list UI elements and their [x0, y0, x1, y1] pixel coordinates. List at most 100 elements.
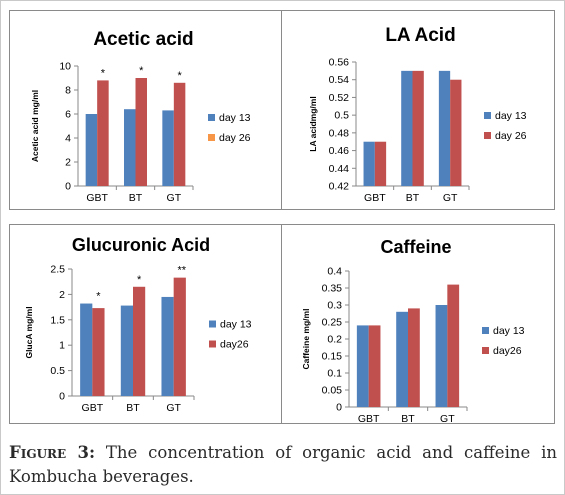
y-tick-label: 2	[59, 289, 65, 301]
y-tick-label: 10	[59, 61, 71, 73]
significance-marker: *	[177, 70, 182, 82]
bar-bt-series-2	[133, 286, 146, 396]
chart-panel-caffeine: Caffeine Caffeine mg/ml 0 0.05 0.1 0.15 0.2 0.2…	[281, 224, 555, 424]
bar-gt-series-2	[173, 277, 186, 396]
chart-panel-glucuronic-acid: Glucuronic Acid GlucA mg/ml 0 0.5 1 1.5 2 2.5 GB…	[9, 224, 283, 424]
x-tick-label: GT	[440, 413, 455, 424]
x-tick-label: GBT	[364, 192, 386, 204]
legend-swatch	[484, 132, 491, 139]
bar-gbt-series-2	[92, 308, 105, 396]
bar-bt-series-1	[396, 311, 408, 407]
legend-label: day26	[220, 339, 249, 351]
y-axis-label: LA acidmg/ml	[308, 96, 318, 151]
significance-marker: *	[96, 291, 101, 303]
legend-label: day 26	[495, 130, 527, 142]
y-tick-label: 0.05	[322, 385, 343, 397]
y-tick-label: 4	[65, 133, 71, 145]
bar-gt-series-2	[450, 79, 462, 186]
caffeine-chart: Caffeine Caffeine mg/ml 0 0.05 0.1 0.15 0.2 0.2…	[301, 237, 525, 424]
y-tick-label: 0	[336, 402, 342, 414]
legend-swatch	[482, 347, 489, 354]
legend-swatch	[484, 112, 491, 119]
x-tick-label: GT	[166, 402, 181, 414]
bar-gbt-series-2	[97, 80, 109, 186]
x-tick-label: GBT	[86, 192, 108, 204]
chart-panel-acetic-acid: Acetic acid Acetic acid mg/ml 0 2 4 6 8 10 GBT * B…	[9, 10, 283, 210]
y-tick-label: 0.2	[327, 334, 342, 346]
bar-bt-series-1	[120, 305, 133, 396]
chart-title: Caffeine	[380, 237, 451, 257]
y-tick-label: 2.5	[50, 264, 65, 276]
y-tick-label: 8	[65, 85, 71, 97]
y-tick-label: 1	[59, 340, 65, 352]
y-tick-label: 6	[65, 109, 71, 121]
x-tick-label: BT	[126, 402, 140, 414]
caption-label: Figure 3:	[9, 443, 96, 462]
significance-marker: **	[177, 265, 186, 277]
bar-gt-series-2	[173, 82, 186, 186]
legend-swatch	[209, 340, 216, 348]
legend-label: day 26	[219, 132, 251, 144]
y-tick-label: 0.56	[329, 57, 350, 69]
y-tick-label: 0.5	[334, 110, 349, 122]
bar-gt-series-1	[438, 70, 451, 186]
y-tick-label: 0	[65, 181, 71, 193]
y-tick-label: 0.48	[329, 127, 350, 139]
y-axis-label: GlucA mg/ml	[24, 306, 34, 358]
bar-gt-series-1	[161, 296, 174, 396]
chart-title: Glucuronic Acid	[72, 235, 210, 255]
x-tick-label: BT	[406, 192, 420, 204]
y-tick-label: 1.5	[50, 314, 65, 326]
chart-title: LA Acid	[385, 25, 455, 46]
legend-label: day 13	[219, 112, 251, 124]
y-tick-label: 0.46	[329, 145, 350, 157]
legend-label: day 13	[495, 110, 527, 122]
x-tick-label: GT	[167, 192, 182, 204]
y-tick-label: 0.35	[322, 283, 343, 295]
y-tick-label: 0.5	[50, 365, 65, 377]
legend-swatch	[482, 327, 489, 334]
x-tick-label: BT	[401, 413, 415, 424]
legend-label: day26	[493, 345, 522, 357]
legend-swatch	[208, 134, 215, 141]
bar-gbt-series-1	[356, 325, 369, 407]
y-tick-label: 0.4	[327, 266, 342, 278]
bar-bt-series-2	[408, 308, 420, 407]
y-tick-label: 0.52	[329, 92, 350, 104]
bar-gbt-series-2	[368, 325, 381, 407]
bar-gt-series-1	[435, 305, 448, 407]
bar-gbt-series-1	[80, 303, 93, 396]
y-tick-label: 2	[65, 157, 71, 169]
y-tick-label: 0.1	[327, 368, 342, 380]
significance-marker: *	[137, 274, 142, 286]
y-tick-label: 0.42	[329, 181, 350, 193]
bar-bt-series-2	[412, 70, 424, 186]
y-axis-label: Caffeine mg/ml	[301, 309, 311, 370]
y-tick-label: 0.25	[322, 317, 343, 329]
bar-gbt-series-2	[374, 141, 387, 186]
significance-marker: *	[101, 67, 106, 79]
x-tick-label: GBT	[82, 402, 104, 414]
x-tick-label: GT	[443, 192, 458, 204]
x-tick-label: GBT	[358, 413, 380, 424]
chart-title: Acetic acid	[93, 29, 193, 50]
figure-caption: Figure 3: The concentration of organic a…	[9, 441, 557, 489]
bar-bt-series-2	[135, 78, 147, 186]
bar-gbt-series-1	[363, 141, 375, 186]
bar-bt-series-1	[124, 109, 136, 186]
bar-gt-series-1	[162, 110, 174, 186]
acetic-acid-chart: Acetic acid Acetic acid mg/ml 0 2 4 6 8 10 GBT * B…	[30, 29, 251, 204]
bar-bt-series-1	[401, 70, 413, 186]
glucuronic-acid-chart: Glucuronic Acid GlucA mg/ml 0 0.5 1 1.5 2 2.5 GB…	[24, 235, 252, 414]
legend-swatch	[208, 114, 215, 121]
la-acid-chart: LA Acid LA acidmg/ml 0.42 0.44 0.46 0.48 0.5 0.…	[308, 25, 527, 204]
chart-panel-la-acid: LA Acid LA acidmg/ml 0.42 0.44 0.46 0.48 0.5 0.…	[281, 10, 555, 210]
y-tick-label: 0.3	[327, 300, 342, 312]
bar-gbt-series-1	[85, 114, 98, 186]
legend-label: day 13	[493, 325, 525, 337]
caption-text: The concentration of organic acid and ca…	[9, 443, 557, 486]
y-tick-label: 0.54	[329, 74, 350, 86]
legend-label: day 13	[220, 319, 252, 331]
y-axis-label: Acetic acid mg/ml	[30, 90, 40, 162]
